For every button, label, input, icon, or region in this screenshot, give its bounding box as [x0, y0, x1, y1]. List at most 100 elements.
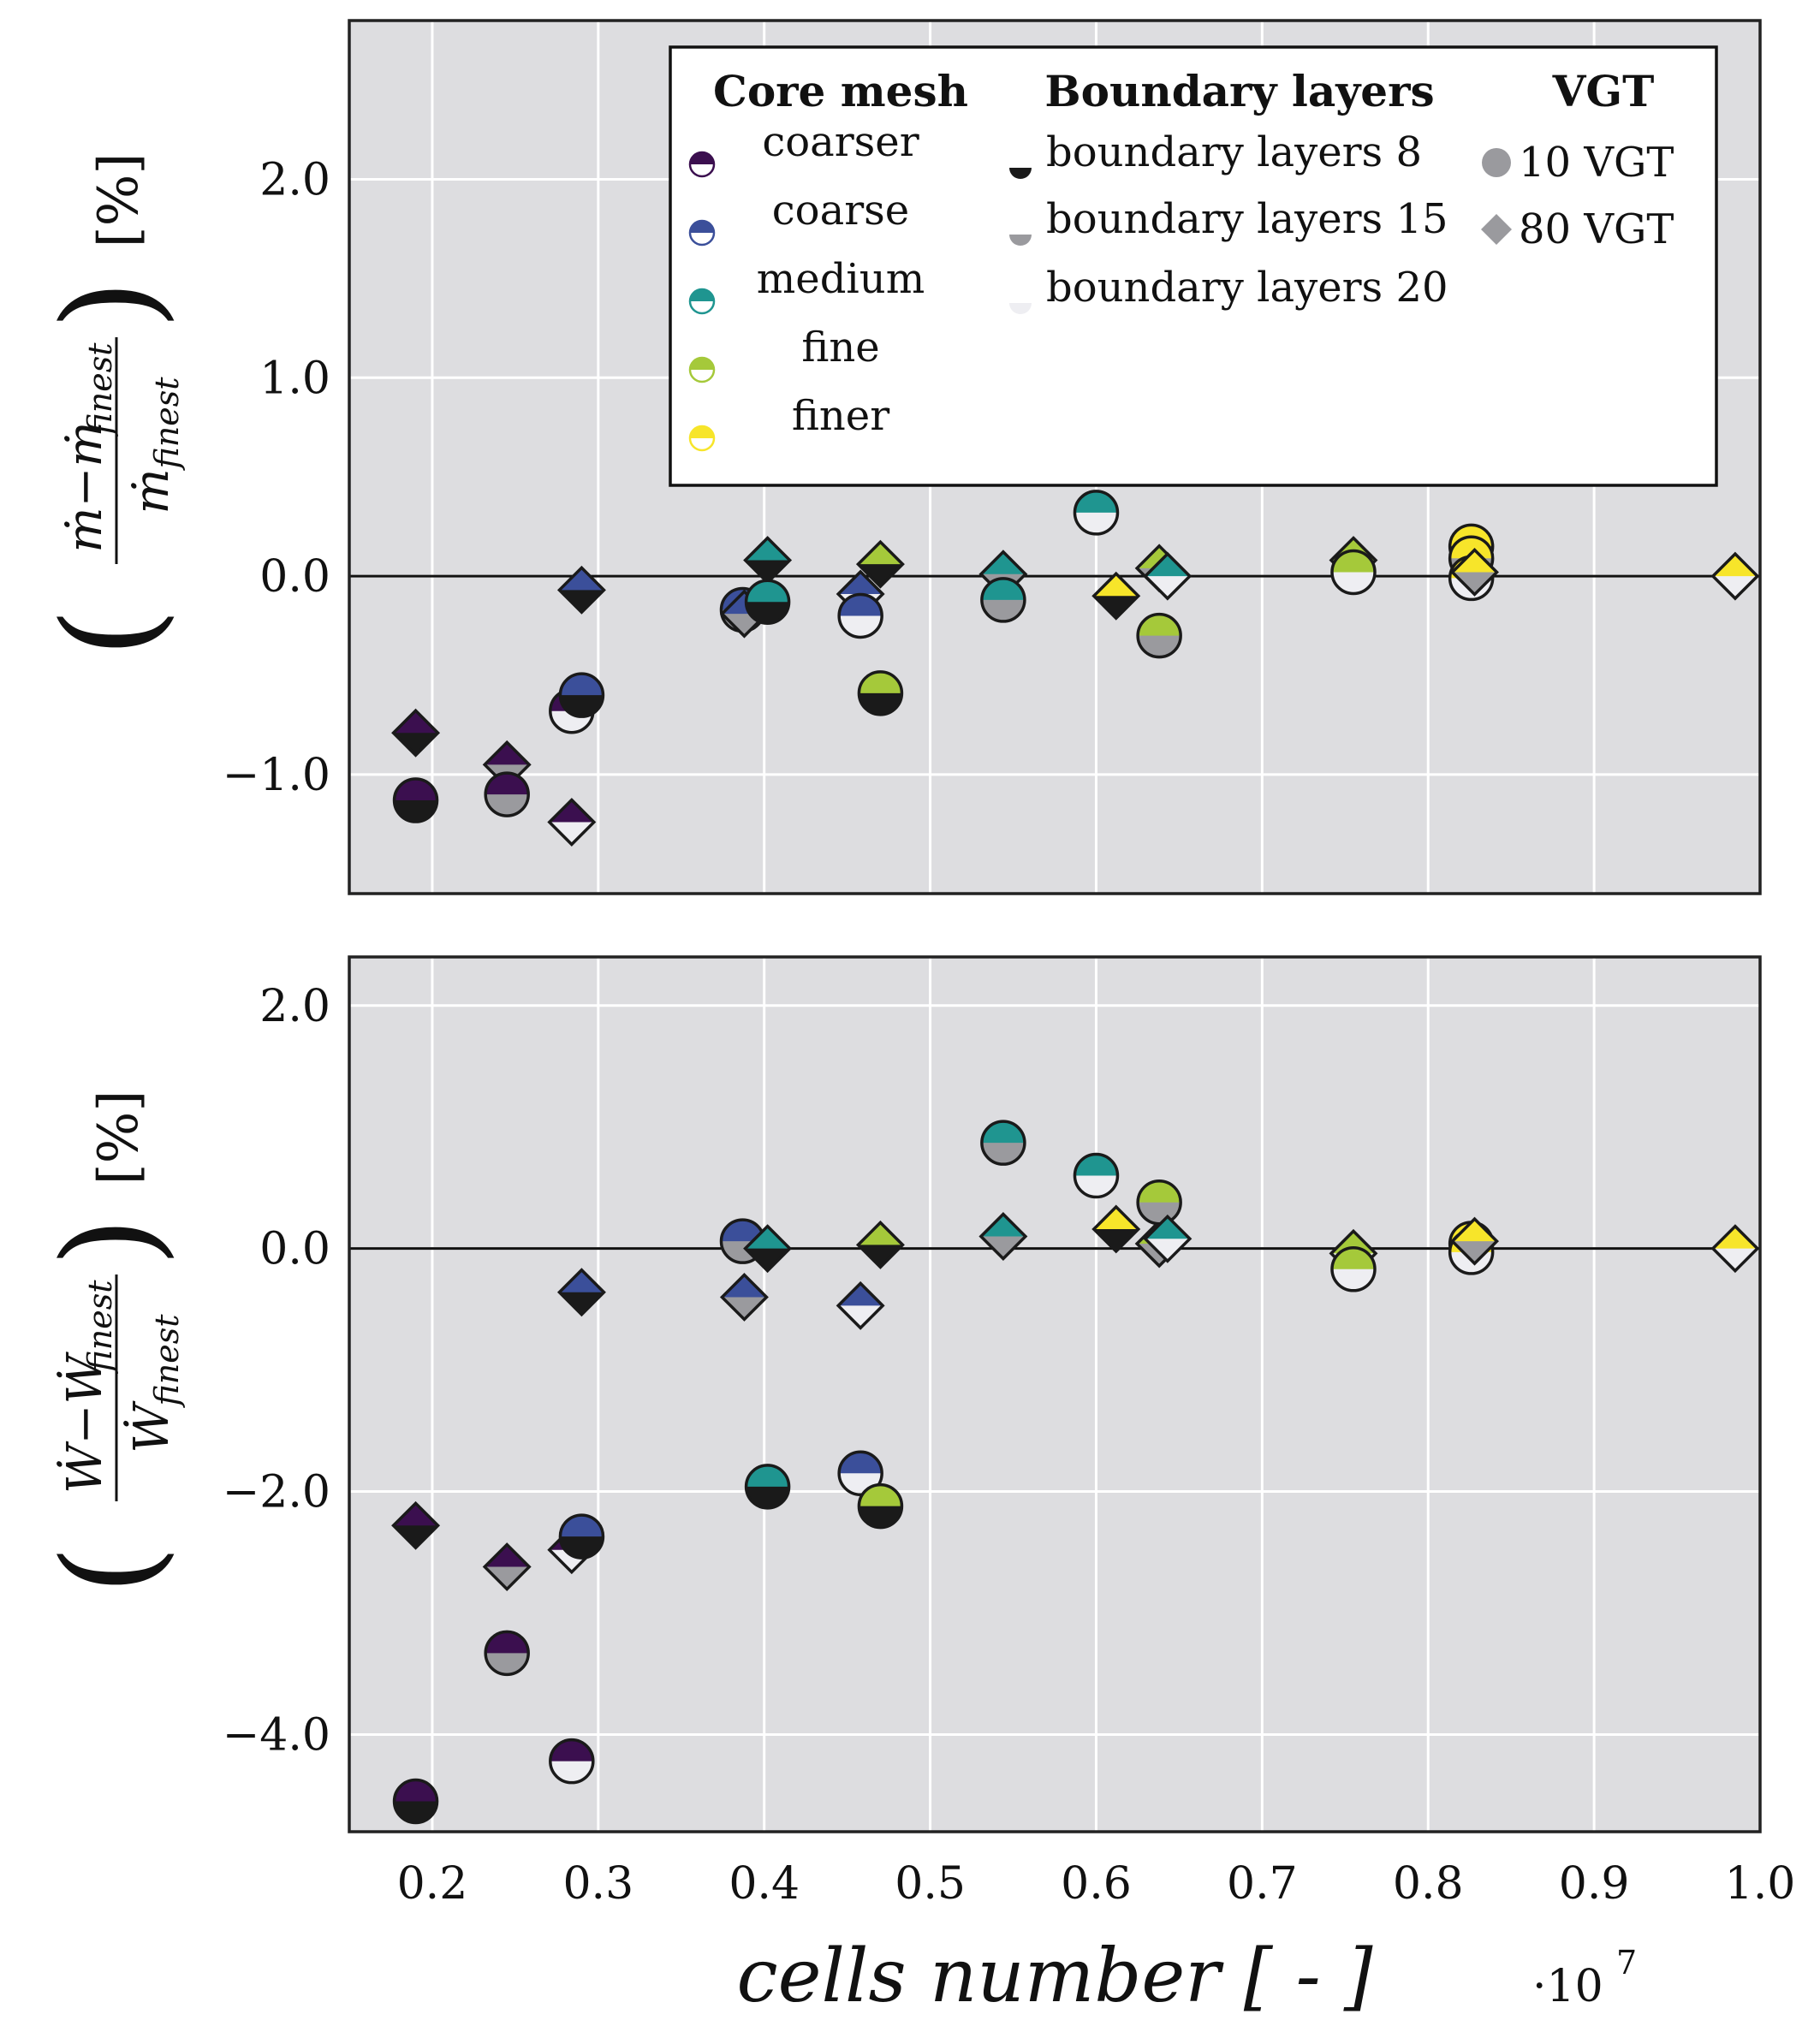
y-label-denominator-sub: finest [148, 377, 186, 472]
data-point [743, 1224, 793, 1274]
data-point [482, 1542, 532, 1592]
legend-item-coarse: coarse [688, 187, 909, 247]
data-point [1136, 1179, 1182, 1226]
data-point [1143, 1214, 1193, 1263]
x-tick-label: 1.0 [1725, 1858, 1796, 1910]
y-tick-label: −4.0 [223, 1709, 330, 1761]
legend-label: boundary layers 8 [1046, 128, 1422, 176]
data-point [1136, 612, 1182, 659]
legend-box [669, 45, 1718, 487]
legend-label: medium [757, 255, 925, 303]
legend-marker-top [690, 221, 714, 233]
legend-marker-ring [688, 219, 716, 247]
legend: Core mesh Boundary layers VGT coarser coarse… [669, 45, 1718, 487]
data-point [836, 1280, 885, 1330]
y-label-denominator: Ẇ [123, 1400, 180, 1453]
plot-frame [348, 19, 1762, 895]
legend-item-bl-20: boundary layers 20 [1009, 264, 1448, 314]
x-tick-label: 0.3 [562, 1858, 633, 1910]
data-point [744, 579, 791, 625]
x-tick-label: 0.5 [895, 1858, 966, 1910]
data-point [837, 1450, 883, 1497]
y-label-numerator-sub: finest [81, 342, 119, 437]
legend-title-core-mesh: Core mesh [713, 66, 968, 116]
data-point [549, 1738, 595, 1785]
legend-item-coarser: coarser [688, 118, 919, 178]
x-tick-label: 0.7 [1227, 1858, 1298, 1910]
legend-label: coarse [772, 187, 909, 235]
legend-marker-top [690, 358, 714, 370]
data-point [1091, 571, 1141, 621]
y-label-paren-close: ) [36, 280, 185, 330]
legend-item-vgt-80: 80 VGT [1481, 205, 1674, 253]
y-label-numerator-sub: finest [81, 1280, 119, 1375]
data-point [1450, 1216, 1499, 1266]
legend-title-boundary-layers: Boundary layers [1044, 66, 1434, 116]
data-point [855, 539, 905, 589]
plot-frame [348, 955, 1762, 1833]
data-point [980, 1120, 1026, 1166]
data-point [1073, 490, 1120, 536]
x-tick-label: 0.6 [1061, 1858, 1132, 1910]
x-tick-label: 0.4 [729, 1858, 800, 1910]
x-tick-label: 0.9 [1559, 1858, 1630, 1910]
legend-item-vgt-10: 10 VGT [1482, 139, 1674, 187]
legend-marker-ring [688, 151, 716, 178]
y-tick-label: 0.0 [259, 551, 330, 603]
legend-label: coarser [762, 118, 919, 166]
legend-item-fine: fine [688, 324, 880, 383]
y-label-unit: [%] [87, 1090, 151, 1185]
legend-marker-diamond [1481, 214, 1512, 245]
data-point [391, 1500, 441, 1550]
legend-item-bl-15: boundary layers 15 [1009, 195, 1448, 246]
data-point [484, 1630, 530, 1677]
legend-label: finer [792, 392, 889, 440]
legend-label: boundary layers 20 [1046, 264, 1448, 312]
y-label-denominator: ṁ [124, 468, 180, 514]
data-point [1143, 551, 1193, 601]
y-label-paren-open: ( [36, 608, 185, 658]
y-tick-label: −2.0 [223, 1467, 330, 1518]
data-point [558, 1513, 605, 1560]
data-point [837, 592, 883, 639]
data-point [392, 1778, 439, 1825]
legend-marker-ring [688, 356, 716, 383]
x-tick-label: 0.2 [397, 1858, 468, 1910]
legend-label: boundary layers 15 [1046, 195, 1448, 243]
data-point [855, 1220, 905, 1269]
y-label-unit: [%] [87, 153, 151, 248]
data-point [556, 1268, 606, 1317]
y-tick-label: 0.0 [259, 1224, 330, 1275]
y-tick-label: −1.0 [223, 750, 330, 801]
data-point [719, 1272, 769, 1322]
legend-item-finer: finer [688, 392, 889, 452]
data-point [391, 708, 441, 758]
y-tick-label: 1.0 [259, 353, 330, 404]
data-point [980, 577, 1026, 623]
legend-marker-half [1009, 168, 1032, 179]
legend-marker-circle [1482, 148, 1511, 177]
legend-marker-half [1009, 303, 1032, 314]
data-point [1450, 547, 1499, 597]
data-point [1710, 551, 1760, 601]
y-label-denominator-sub: finest [148, 1314, 186, 1409]
y-label-paren-open: ( [36, 1545, 185, 1595]
legend-label: 80 VGT [1519, 205, 1674, 253]
legend-marker-ring [688, 425, 716, 452]
x-tick-label: 0.8 [1393, 1858, 1464, 1910]
x-multiplier: ·10 [1532, 1961, 1603, 2012]
data-point [1091, 1204, 1141, 1254]
legend-marker-ring [688, 288, 716, 315]
data-point [484, 771, 530, 817]
data-point [392, 777, 439, 823]
data-point [978, 1211, 1028, 1261]
data-point [1710, 1224, 1760, 1274]
data-point [547, 798, 597, 847]
x-axis-label: cells number [ - ] [736, 1934, 1373, 2019]
data-point [857, 1482, 904, 1530]
legend-marker-top [690, 289, 714, 301]
y-label-numerator: Ẇ−Ẇ [57, 1352, 113, 1494]
